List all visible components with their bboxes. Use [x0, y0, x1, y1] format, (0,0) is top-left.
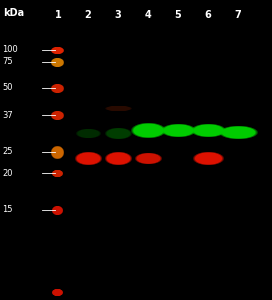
Text: 25: 25 [2, 148, 13, 157]
Text: 7: 7 [235, 10, 241, 20]
Text: 75: 75 [2, 58, 13, 67]
Text: 3: 3 [115, 10, 121, 20]
Text: 2: 2 [85, 10, 91, 20]
Text: 5: 5 [175, 10, 181, 20]
Text: 20: 20 [2, 169, 13, 178]
Text: 100: 100 [2, 46, 18, 55]
Text: 4: 4 [145, 10, 152, 20]
Text: 6: 6 [205, 10, 211, 20]
Text: 50: 50 [2, 83, 13, 92]
Text: kDa: kDa [3, 8, 24, 18]
Text: 37: 37 [2, 110, 13, 119]
Text: 15: 15 [2, 206, 13, 214]
Text: 1: 1 [55, 10, 61, 20]
